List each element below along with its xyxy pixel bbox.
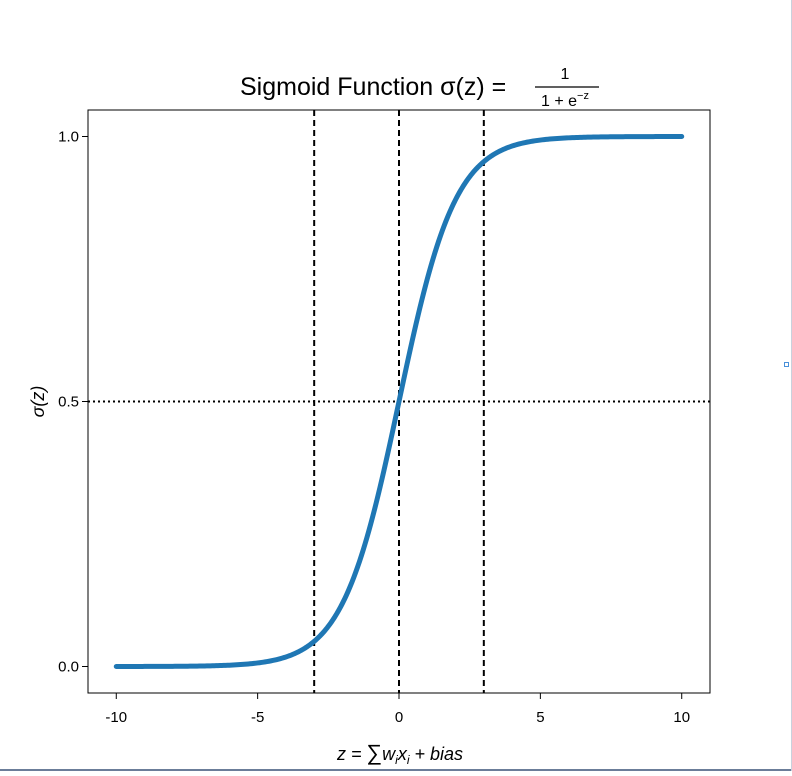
y-tick-label: 1.0	[58, 129, 79, 146]
axis-ticks: -10 -5 0 5 10 0.0 0.5 1.0	[58, 129, 690, 727]
x-axis-label-w: w	[382, 744, 396, 764]
chart-title-text: Sigmoid Function σ(z) =	[240, 73, 506, 101]
x-axis-label-x: x	[397, 744, 408, 764]
x-tick-label: 10	[673, 709, 690, 726]
x-axis-label-tail: + bias	[410, 744, 464, 764]
x-tick-label: -5	[251, 709, 264, 726]
resize-handle[interactable]	[784, 362, 789, 367]
x-tick-label: -10	[105, 709, 127, 726]
chart-title: Sigmoid Function σ(z) =	[240, 73, 506, 101]
x-axis-label-w-sub: i	[395, 753, 398, 767]
y-axis-label: σ(z)	[28, 386, 48, 418]
x-tick-label: 5	[536, 709, 544, 726]
title-fraction-numerator: 1	[561, 66, 570, 83]
y-tick-label: 0.0	[58, 659, 79, 676]
sigmoid-curve	[113, 134, 685, 669]
x-axis-label-x-sub: i	[407, 753, 410, 767]
x-axis-label-sum: ∑	[366, 740, 382, 765]
title-fraction-denominator-exponent: −z	[577, 90, 589, 102]
x-axis-label: z = ∑wixi + bias	[336, 740, 463, 767]
x-tick-label: 0	[395, 709, 403, 726]
title-fraction-denominator-base: 1 + e	[541, 93, 577, 110]
window-bottom-edge	[0, 769, 792, 771]
x-axis-label-lhs: z =	[336, 744, 367, 764]
title-fraction: 1 1 + e−z	[535, 66, 599, 110]
title-fraction-denominator: 1 + e−z	[541, 90, 589, 110]
y-tick-label: 0.5	[58, 394, 79, 411]
